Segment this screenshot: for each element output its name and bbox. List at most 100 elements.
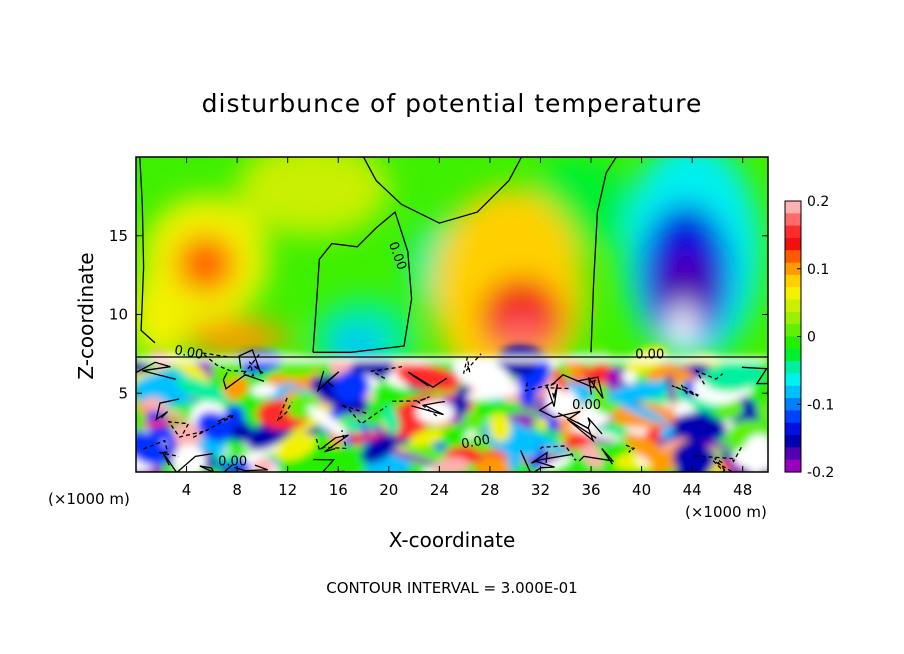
turbulent-cell xyxy=(606,366,622,392)
colorbar-swatch xyxy=(785,262,801,276)
colorbar-tick-label: 0.2 xyxy=(807,194,829,210)
colorbar-swatch xyxy=(785,311,801,325)
warm-anomaly xyxy=(176,235,235,293)
chart-title: disturbunce of potential temperature xyxy=(202,89,703,118)
x-tick-label: 12 xyxy=(278,481,297,499)
turbulent-cell xyxy=(396,364,461,392)
colorbar-swatch xyxy=(785,361,801,375)
contour-label: 0.00 xyxy=(635,348,664,363)
colorbar-swatch xyxy=(785,336,801,350)
x-tick-label: 32 xyxy=(531,481,550,499)
turbulent-cell xyxy=(672,449,716,472)
cold-anomaly xyxy=(331,327,383,365)
contour-line xyxy=(408,371,447,388)
colorbar-tick-label: 0.1 xyxy=(807,262,829,278)
contour-line xyxy=(411,400,445,416)
contour-line xyxy=(462,353,482,374)
colorbar-swatch xyxy=(785,385,801,399)
turbulent-cell xyxy=(384,448,439,467)
colorbar-swatch xyxy=(785,225,801,239)
turbulent-cell xyxy=(408,428,444,447)
contour-line xyxy=(392,396,438,417)
colorbar-swatch xyxy=(785,250,801,264)
colorbar-swatch xyxy=(785,447,801,461)
contour-line xyxy=(320,434,349,453)
turbulent-cell xyxy=(223,376,249,401)
turbulent-cell xyxy=(756,401,768,421)
warm-anomaly xyxy=(237,157,389,236)
saturated-patch xyxy=(669,303,698,348)
y-tick-label: 5 xyxy=(118,384,128,402)
turbulent-cell xyxy=(646,362,679,381)
contour-label: 0.00 xyxy=(218,455,247,470)
x-tick-label: 4 xyxy=(182,481,192,499)
zero-contour xyxy=(362,157,523,224)
contour-line xyxy=(519,449,555,472)
x-tick-label: 24 xyxy=(430,481,449,499)
contour-line xyxy=(313,458,345,472)
contour-line xyxy=(576,376,604,399)
colorbar-swatch xyxy=(785,237,801,251)
x-tick-label: 48 xyxy=(733,481,752,499)
contour-line xyxy=(625,444,636,453)
contour-line xyxy=(276,397,293,422)
y-tick-label: 15 xyxy=(109,227,128,245)
contour-label: 0.00 xyxy=(572,398,601,413)
colorbar-swatch xyxy=(785,201,801,214)
contour-line xyxy=(241,354,265,377)
x-tick-label: 20 xyxy=(379,481,398,499)
turbulent-cell xyxy=(607,381,669,403)
warm-anomaly xyxy=(498,314,545,353)
colorbar-swatch xyxy=(785,299,801,313)
zero-contour xyxy=(590,157,617,353)
x-tick-label: 16 xyxy=(329,481,348,499)
turbulent-cell xyxy=(452,385,472,417)
x-tick-label: 44 xyxy=(683,481,702,499)
colorbar-swatch xyxy=(785,348,801,362)
turbulent-cell xyxy=(205,453,238,464)
x-tick-label: 28 xyxy=(480,481,499,499)
turbulent-cell xyxy=(136,431,169,466)
turbulent-cell xyxy=(175,376,228,404)
turbulent-cell xyxy=(382,405,400,435)
turbulent-cell xyxy=(139,419,183,428)
turbulent-cell xyxy=(332,370,370,404)
contour-line xyxy=(136,361,176,380)
contour-line xyxy=(578,448,615,465)
x-axis-label: X-coordinate xyxy=(389,528,516,552)
colorbar: 0.2 0.1 0 -0.1 -0.2 xyxy=(784,194,834,481)
y-axis: 5 10 15 xyxy=(109,227,768,402)
turbulent-cell xyxy=(360,434,399,464)
contour-line xyxy=(531,451,574,464)
turbulent-cell xyxy=(528,360,551,393)
colorbar-swatch xyxy=(785,287,801,301)
contour-lines xyxy=(136,157,768,472)
contour-line xyxy=(238,349,262,375)
contour-line xyxy=(741,366,768,385)
y-tick-label: 10 xyxy=(109,306,128,324)
turbulent-cell xyxy=(143,397,167,412)
plot-area: 0.000.000.000.000.000.00 xyxy=(136,157,768,472)
contour-line xyxy=(539,445,577,461)
contour-line xyxy=(566,418,597,443)
cold-anomaly xyxy=(658,251,714,331)
contour-line xyxy=(234,464,268,472)
colorbar-swatch xyxy=(785,373,801,387)
turbulent-cell xyxy=(465,385,522,401)
colorbar-tick-label: 0 xyxy=(807,330,816,346)
turbulent-cell xyxy=(345,418,363,434)
turbulent-cell xyxy=(578,440,603,469)
colorbar-tick-label: -0.2 xyxy=(807,465,834,481)
turbulent-cell xyxy=(433,442,447,451)
colorbar-swatch xyxy=(785,459,801,473)
contour-line xyxy=(369,365,403,379)
warm-anomaly xyxy=(186,319,288,358)
contour-line xyxy=(143,439,180,458)
contour-line xyxy=(222,372,265,390)
colorbar-tick-label: -0.1 xyxy=(807,397,834,413)
x-unit-right: (×1000 m) xyxy=(685,503,767,521)
x-unit-left: (×1000 m) xyxy=(48,490,130,508)
turbulent-cell xyxy=(453,355,512,393)
contour-line xyxy=(546,384,559,407)
zero-contour xyxy=(312,210,413,353)
